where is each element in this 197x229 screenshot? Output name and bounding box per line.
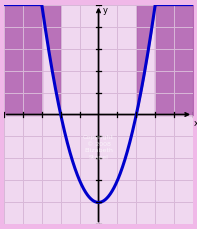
Text: x: x (194, 119, 197, 128)
Text: Copyright
© 2008
Elizabeth
Stapel: Copyright © 2008 Elizabeth Stapel (83, 135, 114, 160)
Text: y: y (102, 6, 107, 15)
